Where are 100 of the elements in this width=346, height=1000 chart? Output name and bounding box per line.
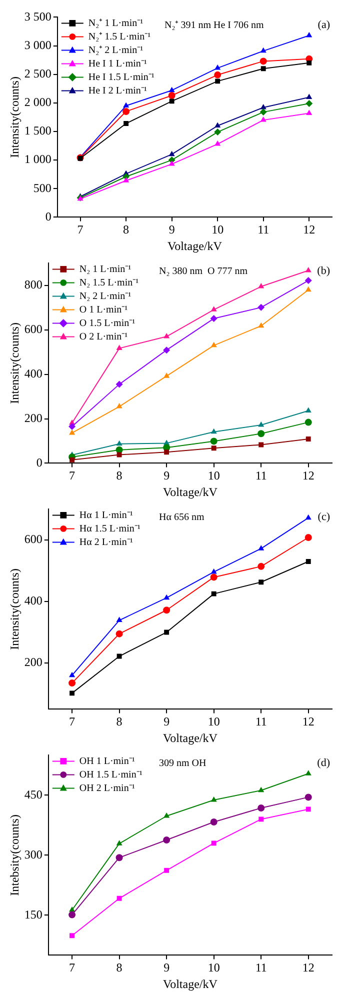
point (258, 786, 264, 792)
legend-label: He I 2 L·min⁻¹ (88, 85, 147, 96)
x-tick-label: 9 (164, 714, 170, 729)
point (258, 804, 265, 812)
x-tick-label: 10 (208, 714, 220, 729)
point (304, 794, 312, 801)
y-axis-title: Intensity(counts) (7, 76, 22, 158)
annotation: (b) (317, 265, 330, 278)
point (214, 140, 221, 146)
point (164, 812, 170, 818)
legend-label: O 1 L·min⁻¹ (79, 304, 128, 316)
point (260, 104, 266, 110)
point (69, 906, 76, 912)
point (258, 562, 265, 570)
point (123, 177, 130, 182)
x-tick-label: 12 (303, 222, 316, 237)
point (70, 690, 75, 696)
y-axis-title: Intebsity(counts) (7, 814, 22, 896)
point (68, 423, 76, 430)
point (116, 896, 122, 901)
point (260, 58, 267, 65)
point (210, 568, 217, 574)
y-tick-label: 0 (45, 209, 52, 224)
y-tick-label: 150 (24, 907, 42, 922)
point (116, 630, 123, 638)
legend-label: O 1.5 L·min⁻¹ (79, 318, 136, 329)
point (211, 446, 216, 451)
point (68, 911, 76, 918)
point (214, 64, 221, 70)
x-axis-title: Voltage/kV (162, 730, 218, 745)
legend-label: He I 1.5 L·min⁻¹ (88, 72, 154, 83)
point (168, 160, 175, 166)
x-tick-label: 11 (255, 960, 267, 975)
point (116, 344, 122, 350)
legend-label: He I 1 L·min⁻¹ (88, 58, 147, 70)
y-tick-label: 800 (24, 278, 42, 292)
x-tick-label: 11 (255, 714, 267, 729)
annotation: 309 nm OH (159, 758, 206, 769)
point (210, 342, 217, 348)
point (306, 94, 312, 99)
annotation: (c) (318, 511, 330, 524)
legend-label: Hα 1.5 L·min⁻¹ (79, 523, 140, 534)
point (214, 122, 221, 128)
point (69, 429, 76, 435)
x-tick-label: 7 (69, 960, 76, 975)
point (258, 816, 264, 822)
x-axis-title: Voltage/kV (167, 238, 222, 253)
point (304, 534, 312, 542)
x-tick-label: 12 (302, 714, 314, 729)
point (210, 306, 217, 312)
x-tick-label: 9 (168, 222, 175, 237)
point (305, 267, 312, 272)
point (306, 32, 312, 38)
point (163, 836, 170, 844)
x-tick-label: 10 (208, 960, 220, 975)
point (306, 806, 311, 812)
point (260, 108, 267, 116)
point (164, 868, 170, 873)
x-axis-title: Voltage/kV (162, 484, 218, 499)
x-tick-label: 11 (258, 222, 270, 237)
point (116, 616, 122, 622)
point (258, 430, 265, 438)
point (210, 428, 217, 434)
x-tick-label: 8 (116, 714, 122, 729)
point (258, 304, 265, 311)
y-tick-label: 600 (24, 532, 42, 546)
point (211, 840, 216, 846)
x-tick-label: 11 (255, 468, 267, 483)
point (258, 322, 264, 328)
legend-label: OH 2 L·min⁻¹ (79, 782, 135, 794)
x-axis-title: Voltage/kV (162, 976, 218, 991)
annotation: Hα 656 nm (159, 512, 204, 523)
y-tick-label: 3 500 (24, 9, 52, 24)
legend-label: OH 1.5 L·min⁻¹ (79, 769, 142, 780)
y-tick-label: 1 500 (24, 124, 52, 138)
point (70, 457, 75, 462)
point (306, 60, 312, 66)
point (164, 333, 170, 338)
point (214, 128, 222, 136)
point (258, 421, 264, 427)
point (169, 98, 174, 104)
point (116, 654, 122, 659)
point (116, 840, 122, 846)
legend-label: O 2 L·min⁻¹ (79, 331, 128, 342)
point (260, 116, 266, 122)
point (258, 283, 264, 288)
point (260, 66, 266, 72)
y-tick-label: 600 (24, 322, 42, 336)
point (260, 47, 266, 53)
y-tick-label: 200 (24, 410, 42, 425)
legend-label: N₂ 1 L·min⁻¹ (79, 264, 132, 275)
point (69, 672, 76, 678)
point (258, 442, 264, 448)
y-tick-label: 450 (24, 787, 42, 802)
annotation: (a) (318, 19, 330, 32)
y-tick-label: 400 (24, 366, 42, 380)
legend-label: N₂ 2 L·min⁻¹ (79, 290, 132, 302)
point (306, 436, 311, 442)
point (70, 933, 75, 938)
point (306, 559, 311, 564)
